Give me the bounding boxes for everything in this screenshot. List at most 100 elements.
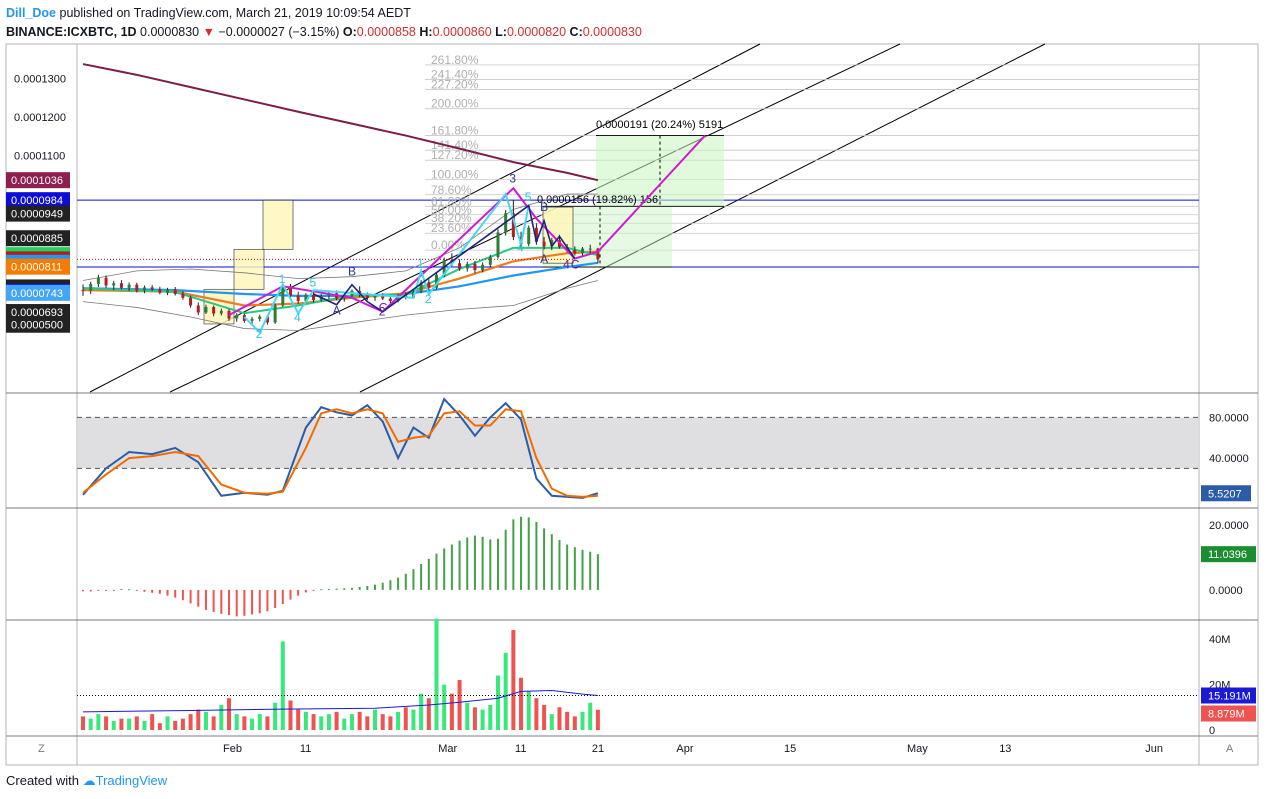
volume-bar	[588, 702, 593, 730]
volume-bar	[357, 711, 362, 730]
histogram-bar	[289, 589, 292, 600]
corrective-wave-path	[313, 204, 576, 313]
histogram-bar	[535, 521, 538, 590]
elliott-wave-path	[228, 186, 599, 316]
histogram-bar	[143, 589, 146, 592]
candle	[473, 260, 477, 274]
histogram-bar	[550, 534, 553, 590]
volume-bar	[280, 641, 285, 730]
histogram-bar	[266, 589, 269, 612]
tradingview-brand[interactable]: TradingView	[95, 773, 168, 788]
publish-info: published on TradingView.com, March 21, …	[56, 6, 411, 20]
price-tag-label: 0.0000693	[11, 307, 63, 319]
volume-bar	[227, 698, 232, 730]
histogram-bar	[466, 537, 469, 590]
upper-band-line	[82, 193, 598, 281]
volume-ma-tag: 15.191M	[1208, 691, 1251, 703]
ma-200-line	[82, 63, 599, 182]
candle-body	[435, 274, 439, 288]
fib-level-label: 227.20%	[431, 77, 479, 91]
histogram-bar	[543, 528, 546, 590]
candle	[196, 302, 200, 316]
histogram-pane: 20.0000 0.0000 11.0396	[82, 516, 1256, 617]
candle-body	[265, 316, 269, 323]
volume-axis-label: 0	[1209, 725, 1215, 737]
candle-body	[142, 287, 146, 291]
stoch-value-tag-bg	[1201, 485, 1251, 502]
stoch-axis-label: 40.0000	[1209, 453, 1249, 465]
candle-body	[481, 264, 485, 271]
histogram-bar	[327, 588, 330, 590]
candle-body	[204, 307, 208, 313]
wave-label: 4	[517, 241, 524, 255]
open-value: 0.0000858	[356, 25, 416, 39]
volume-bar	[211, 716, 216, 730]
price-tag-bg	[6, 316, 70, 333]
footer: Created with ☁TradingView	[6, 773, 167, 789]
candle-body	[373, 295, 377, 298]
candle	[173, 287, 177, 296]
price-tag-bg	[6, 304, 70, 321]
fib-level-label: 78.60%	[431, 183, 472, 197]
histogram-bar	[82, 589, 84, 592]
histogram-bar	[128, 589, 131, 591]
histogram-bar	[450, 544, 453, 590]
candle-body	[581, 248, 585, 254]
candle	[496, 229, 500, 259]
candle-body	[458, 263, 462, 269]
volume-bar	[257, 714, 262, 730]
histogram-bar	[297, 589, 300, 596]
volume-axis-label: 40M	[1209, 634, 1230, 646]
histogram-bar	[527, 517, 530, 590]
volume-tag-bg	[1201, 687, 1256, 704]
price-tag-label: 0.0000949	[11, 209, 63, 221]
price-tag-label: 0.0000885	[11, 233, 63, 245]
low-value: 0.0000820	[506, 25, 567, 39]
histogram-axis-label: 0.0000	[1209, 585, 1243, 597]
chart-frame	[5, 43, 1259, 766]
candle-body	[573, 250, 577, 254]
author-link[interactable]: Dill_Doe	[6, 6, 57, 20]
candle-body	[150, 287, 154, 290]
volume-bar	[411, 709, 416, 730]
candle-body	[488, 257, 492, 265]
candle-body	[496, 232, 500, 258]
candle	[119, 280, 123, 290]
chart-header: Dill_Doe published on TradingView.com, M…	[6, 4, 1256, 42]
candle-body	[596, 248, 600, 260]
volume-bar	[250, 718, 255, 730]
parallel-channel-line	[359, 43, 1046, 393]
histogram-bar	[589, 551, 592, 590]
low-label: L:	[495, 25, 507, 39]
wave-label: B	[348, 265, 356, 279]
stoch-band	[77, 417, 1199, 469]
candle-body	[527, 227, 531, 244]
candle-body	[250, 318, 254, 321]
volume-bar	[396, 711, 401, 730]
volume-bar	[119, 718, 124, 730]
histogram-bar	[166, 589, 169, 596]
candle-body	[511, 213, 515, 238]
histogram-bar	[220, 589, 223, 614]
fib-level-label: 127.20%	[431, 148, 479, 162]
wave-label: 4	[294, 311, 301, 325]
candle-body	[189, 297, 193, 306]
candle	[427, 279, 431, 291]
candle-body	[542, 241, 546, 247]
time-axis-label: Mar	[438, 743, 457, 755]
volume-bar	[580, 711, 585, 730]
histogram-bar	[343, 588, 346, 590]
candle	[465, 261, 469, 272]
wave-label: A	[540, 252, 548, 266]
candle	[135, 282, 139, 293]
volume-bar	[480, 709, 485, 730]
tradingview-logo-icon: ☁	[82, 773, 96, 788]
candle-body	[534, 227, 538, 242]
fib-level-label: 61.80%	[431, 194, 472, 208]
price-tag-bg	[6, 284, 70, 301]
histogram-bar	[435, 553, 438, 590]
histogram-bar	[335, 588, 338, 590]
sub-wave-path	[243, 191, 530, 335]
histogram-bar	[105, 589, 108, 591]
